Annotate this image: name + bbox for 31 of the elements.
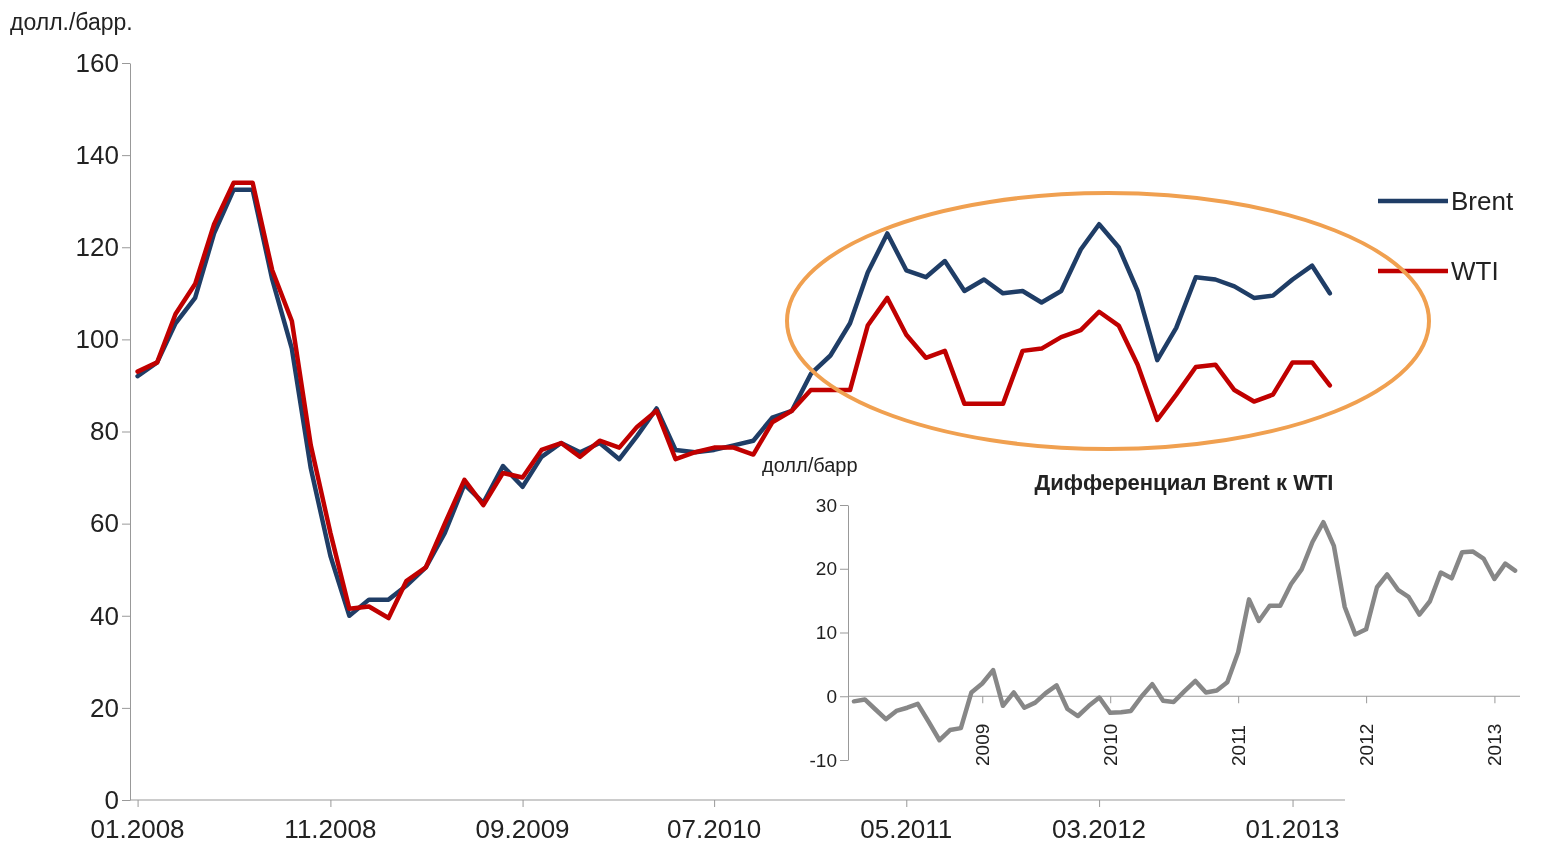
y-tick-label: -10 xyxy=(809,749,837,771)
x-tick-label: 2011 xyxy=(1227,725,1249,766)
y-tick-label: 160 xyxy=(75,47,119,78)
y-tick-label: 100 xyxy=(75,324,119,355)
y-axis-title: долл/барр xyxy=(762,454,858,476)
chart-title: Дифференциал Brent к WTI xyxy=(1034,470,1334,495)
x-tick-label: 11.2008 xyxy=(284,814,377,844)
y-tick-label: 0 xyxy=(104,784,119,815)
y-tick-label: 140 xyxy=(75,139,119,170)
x-tick-label: 09.2009 xyxy=(475,814,570,844)
legend-label: Brent xyxy=(1451,186,1514,217)
y-tick-label: 10 xyxy=(815,622,837,644)
x-tick-label: 2009 xyxy=(971,723,993,766)
y-tick-label: 40 xyxy=(90,600,119,631)
x-tick-label: 2010 xyxy=(1099,723,1121,766)
y-tick-label: 30 xyxy=(815,494,837,516)
y-tick-label: 20 xyxy=(815,558,837,580)
y-tick-label: 80 xyxy=(90,416,119,447)
x-tick-label: 2013 xyxy=(1484,723,1506,766)
legend-label: WTI xyxy=(1451,256,1499,287)
x-tick-label: 03.2012 xyxy=(1052,814,1147,844)
y-tick-label: 20 xyxy=(90,692,119,723)
x-tick-label: 01.2008 xyxy=(90,814,185,844)
x-tick-label: 07.2010 xyxy=(667,814,762,844)
y-axis-title: долл./барр. xyxy=(10,9,133,35)
x-tick-label: 01.2013 xyxy=(1245,814,1340,844)
y-tick-label: 0 xyxy=(826,685,837,707)
x-tick-label: 2012 xyxy=(1355,723,1377,766)
x-tick-label: 05.2011 xyxy=(860,814,953,844)
y-tick-label: 120 xyxy=(75,232,119,263)
y-tick-label: 60 xyxy=(90,508,119,539)
